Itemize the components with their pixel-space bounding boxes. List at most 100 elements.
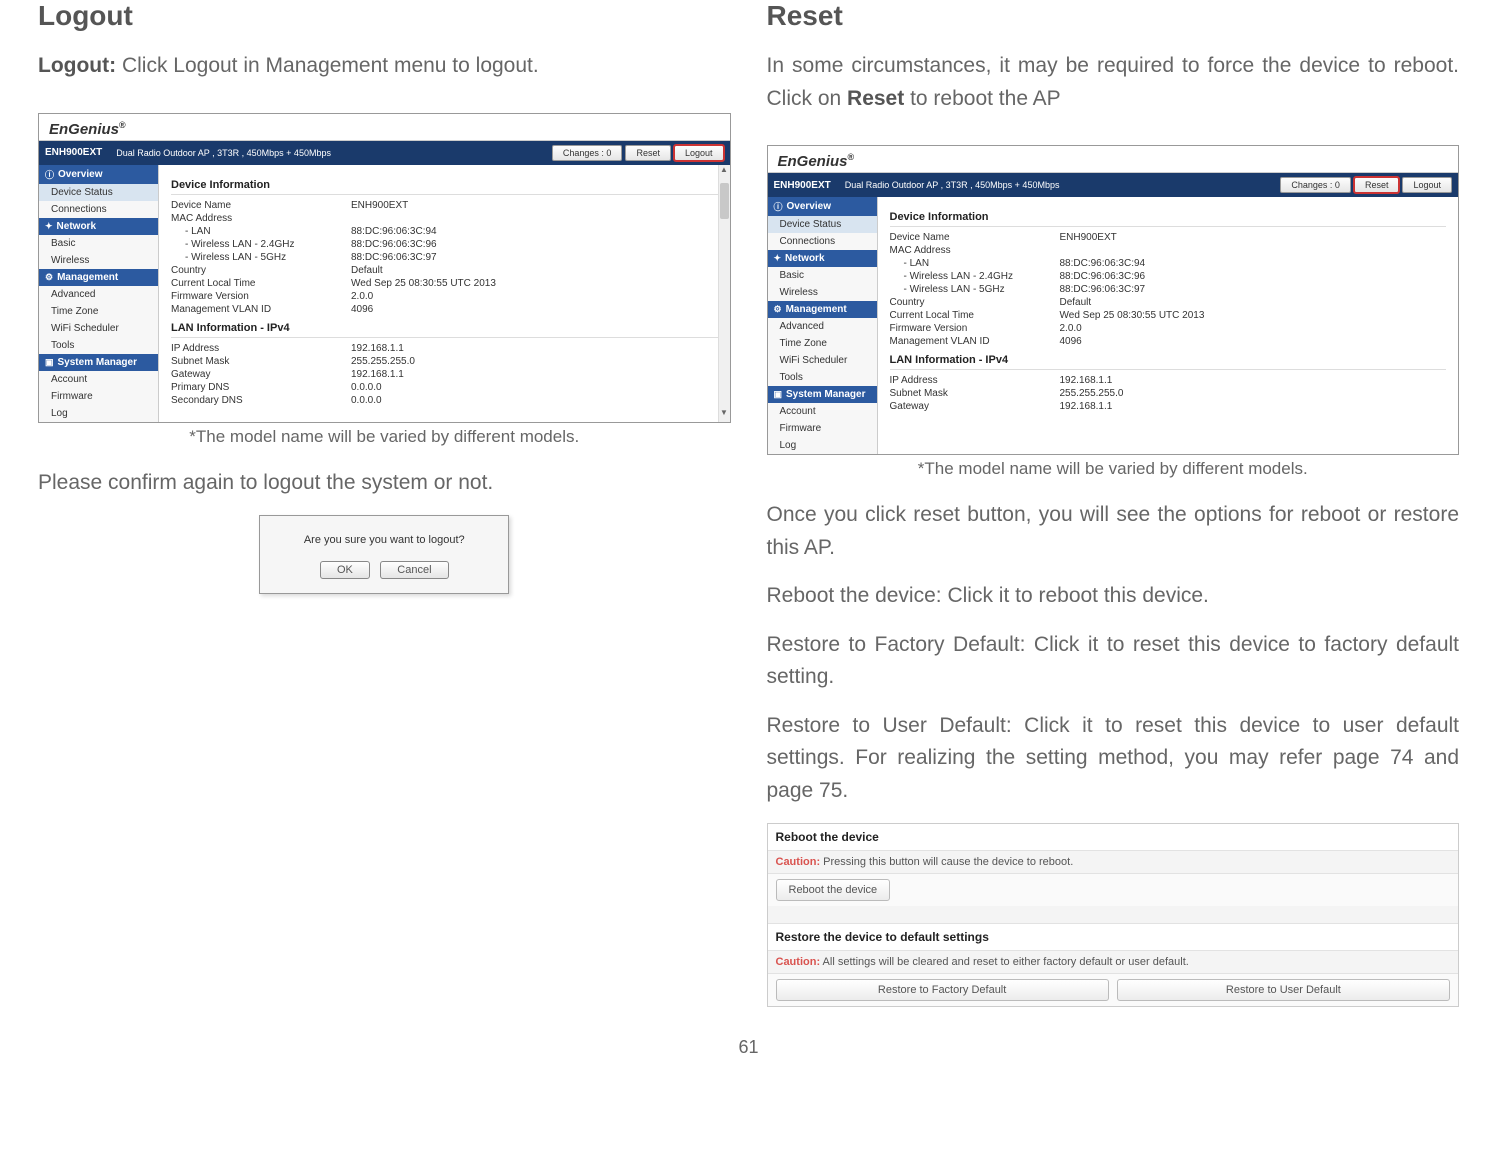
dialog-cancel-button[interactable]: Cancel (380, 561, 448, 579)
k-mac: MAC Address (171, 213, 351, 224)
reset-intro: In some circumstances, it may be require… (767, 50, 1460, 115)
nav-account[interactable]: Account (39, 371, 158, 388)
nav-log-2[interactable]: Log (768, 437, 877, 454)
logout-intro-rest: Click Logout in Management menu to logou… (116, 54, 539, 77)
caution-label-1: Caution: (776, 856, 821, 868)
nav-connections[interactable]: Connections (39, 201, 158, 218)
v-fw: 2.0.0 (351, 291, 373, 302)
reboot-title: Reboot the device (768, 824, 1459, 851)
nav-device-status-2[interactable]: Device Status (768, 216, 877, 233)
nav-network-2[interactable]: ✦Network (768, 250, 877, 267)
reset-button-2[interactable]: Reset (1354, 177, 1400, 193)
model-name: ENH900EXT (45, 147, 102, 158)
nav-tools-2[interactable]: Tools (768, 369, 877, 386)
v-time: Wed Sep 25 08:30:55 UTC 2013 (351, 278, 496, 289)
logout-intro: Logout: Click Logout in Management menu … (38, 50, 731, 83)
k-time: Current Local Time (171, 278, 351, 289)
nav-basic[interactable]: Basic (39, 235, 158, 252)
scroll-up-icon[interactable]: ▲ (719, 165, 730, 179)
nav-advanced[interactable]: Advanced (39, 286, 158, 303)
reset-p2: Reboot the device: Click it to reboot th… (767, 580, 1460, 613)
gear-icon: ⚙ (45, 272, 53, 283)
user-icon: ▣ (45, 357, 54, 368)
dialog-message: Are you sure you want to logout? (260, 516, 508, 556)
model-subtitle-2: Dual Radio Outdoor AP , 3T3R , 450Mbps +… (845, 180, 1278, 190)
nav-device-status[interactable]: Device Status (39, 184, 158, 201)
reboot-device-button[interactable]: Reboot the device (776, 879, 891, 901)
network-icon: ✦ (45, 221, 53, 232)
logout-caption: *The model name will be varied by differ… (38, 427, 731, 447)
k-fw: Firmware Version (171, 291, 351, 302)
nav-basic-2[interactable]: Basic (768, 267, 877, 284)
v-w5: 88:DC:96:06:3C:97 (351, 252, 437, 263)
k-sdns: Secondary DNS (171, 395, 351, 406)
scrollbar[interactable]: ▲ ▼ (718, 165, 730, 422)
content-area: Device Information Device NameENH900EXT … (159, 165, 730, 422)
v-mask: 255.255.255.0 (351, 356, 415, 367)
laninfo-title-2: LAN Information - IPv4 (890, 354, 1447, 370)
scroll-thumb[interactable] (720, 183, 729, 219)
page-number: 61 (0, 1037, 1497, 1058)
nav-firmware-2[interactable]: Firmware (768, 420, 877, 437)
logout-button[interactable]: Logout (674, 145, 724, 161)
reset-intro-bold: Reset (841, 87, 910, 110)
changes-button-2[interactable]: Changes : 0 (1280, 177, 1351, 193)
nav-tools[interactable]: Tools (39, 337, 158, 354)
dialog-ok-button[interactable]: OK (320, 561, 370, 579)
ui-topbar-2: ENH900EXT Dual Radio Outdoor AP , 3T3R ,… (768, 173, 1459, 197)
logout-dialog: Are you sure you want to logout? OK Canc… (259, 515, 509, 594)
nav-connections-2[interactable]: Connections (768, 233, 877, 250)
nav-wifischeduler[interactable]: WiFi Scheduler (39, 320, 158, 337)
v-vlan: 4096 (351, 304, 373, 315)
k-gw: Gateway (171, 369, 351, 380)
nav-log[interactable]: Log (39, 405, 158, 422)
nav-overview[interactable]: ⓘOverview (39, 165, 158, 184)
network-icon-2: ✦ (774, 253, 782, 264)
k-vlan: Management VLAN ID (171, 304, 351, 315)
k-pdns: Primary DNS (171, 382, 351, 393)
user-icon-2: ▣ (774, 389, 783, 400)
k-lan: - LAN (171, 226, 351, 237)
reset-button[interactable]: Reset (625, 145, 671, 161)
nav-overview-2[interactable]: ⓘOverview (768, 197, 877, 216)
nav-network[interactable]: ✦Network (39, 218, 158, 235)
nav-timezone[interactable]: Time Zone (39, 303, 158, 320)
changes-button[interactable]: Changes : 0 (552, 145, 623, 161)
scroll-down-icon[interactable]: ▼ (719, 408, 730, 422)
restore-factory-button[interactable]: Restore to Factory Default (776, 979, 1109, 1001)
v-gw: 192.168.1.1 (351, 369, 404, 380)
admin-ui-logout: EnGenius® ENH900EXT Dual Radio Outdoor A… (38, 113, 731, 423)
v-country: Default (351, 265, 383, 276)
admin-ui-reset: EnGenius® ENH900EXT Dual Radio Outdoor A… (767, 145, 1460, 455)
nav-sysmgr-2[interactable]: ▣System Manager (768, 386, 877, 403)
v-lan: 88:DC:96:06:3C:94 (351, 226, 437, 237)
reboot-restore-panel: Reboot the device Caution: Pressing this… (767, 823, 1460, 1007)
k-country: Country (171, 265, 351, 276)
nav-management[interactable]: ⚙Management (39, 269, 158, 286)
nav-advanced-2[interactable]: Advanced (768, 318, 877, 335)
nav-timezone-2[interactable]: Time Zone (768, 335, 877, 352)
nav-wireless[interactable]: Wireless (39, 252, 158, 269)
logout-intro-bold: Logout: (38, 54, 116, 77)
ui-brand-bar: EnGenius® (39, 114, 730, 141)
devinfo-title-2: Device Information (890, 211, 1447, 227)
nav-wireless-2[interactable]: Wireless (768, 284, 877, 301)
nav-account-2[interactable]: Account (768, 403, 877, 420)
logout-button-2[interactable]: Logout (1402, 177, 1452, 193)
nav-management-2[interactable]: ⚙Management (768, 301, 877, 318)
nav-firmware[interactable]: Firmware (39, 388, 158, 405)
v-w24: 88:DC:96:06:3C:96 (351, 239, 437, 250)
restore-user-button[interactable]: Restore to User Default (1117, 979, 1450, 1001)
k-ip: IP Address (171, 343, 351, 354)
sidebar-2: ⓘOverview Device Status Connections ✦Net… (768, 197, 878, 454)
nav-sysmgr[interactable]: ▣System Manager (39, 354, 158, 371)
logout-heading: Logout (38, 0, 731, 32)
sidebar: ⓘOverview Device Status Connections ✦Net… (39, 165, 159, 422)
confirm-text: Please confirm again to logout the syste… (38, 467, 731, 500)
gear-icon-2: ⚙ (774, 304, 782, 315)
nav-wifischeduler-2[interactable]: WiFi Scheduler (768, 352, 877, 369)
v-devname: ENH900EXT (351, 200, 408, 211)
content-area-2: Device Information Device NameENH900EXT … (878, 197, 1459, 454)
restore-title: Restore the device to default settings (768, 924, 1459, 951)
reboot-caution-text: Pressing this button will cause the devi… (820, 856, 1073, 868)
